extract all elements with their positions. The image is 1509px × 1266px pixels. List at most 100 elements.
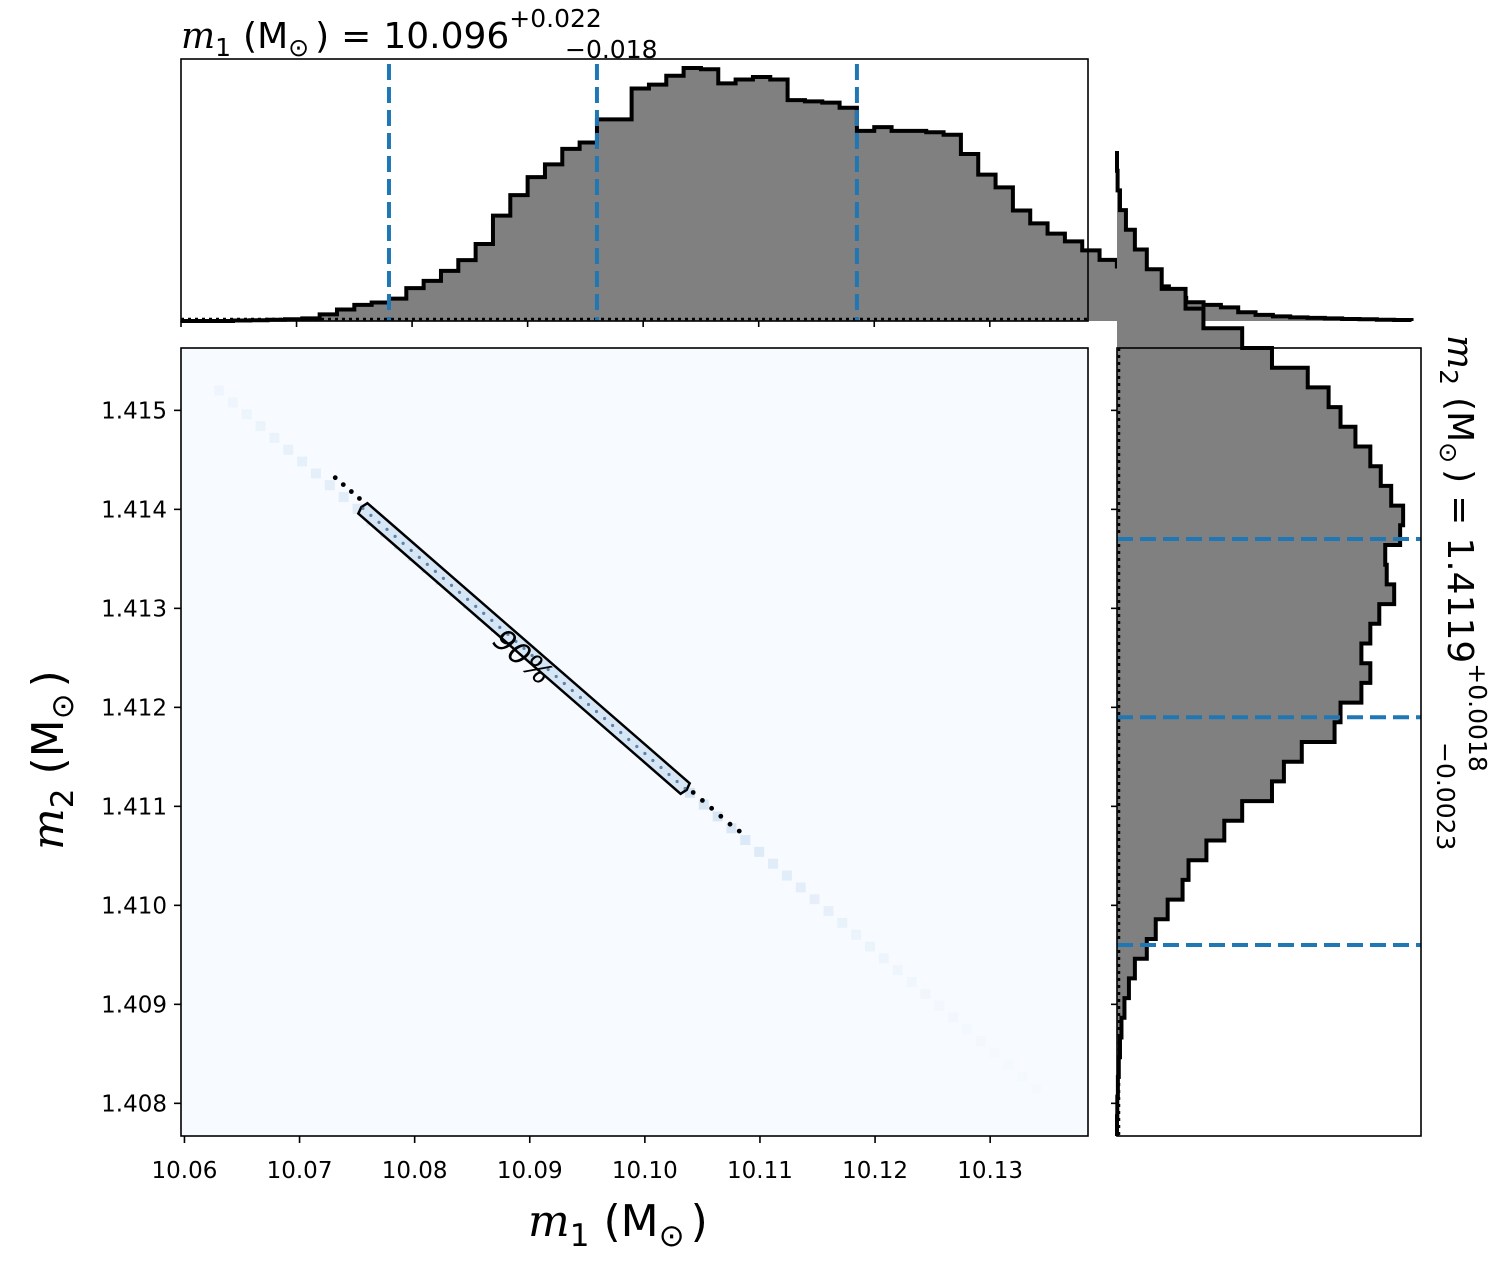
density-cell [851, 929, 862, 940]
contour-inner-point [369, 513, 373, 518]
y-tick-label: 1.413 [101, 596, 167, 622]
title-value: 10.096 [383, 16, 509, 57]
outlier-point [727, 821, 733, 827]
density-cell [726, 823, 737, 834]
title-value: 1.4119 [1439, 537, 1480, 663]
joint-y-ticks: 1.408 1.409 1.410 1.411 1.412 1.413 1.414 1.415 [101, 398, 181, 1117]
density-cell [906, 977, 917, 988]
contour-inner-point [578, 695, 583, 700]
density-cell [823, 906, 834, 917]
density-cell [310, 468, 321, 479]
top-marginal-title: m1 (M⊙) = 10.096+0.022 [181, 4, 602, 62]
title-unit: (M [243, 16, 288, 57]
y-tick-label: 1.409 [101, 992, 167, 1018]
density-cell [283, 444, 294, 455]
density-cell [754, 846, 765, 857]
top-marginal-title-minus-error: −0.018 [565, 35, 658, 64]
contour-inner-point [538, 660, 542, 665]
density-cell [324, 480, 335, 491]
title-plus-error: +0.022 [509, 4, 602, 33]
contour-inner-point [651, 758, 655, 763]
contour-inner-point [570, 688, 574, 693]
ylabel-unit: (M [23, 719, 74, 774]
title-unit-subscript: ⊙ [288, 33, 309, 62]
contour-inner-point [474, 604, 478, 609]
right-marginal-quantile-lines [1117, 537, 1421, 947]
y-tick-label: 1.415 [101, 398, 167, 424]
title-equals: = [1439, 495, 1480, 525]
contour-inner-point [643, 751, 647, 756]
contour-inner-point [482, 611, 486, 616]
density-cell [1017, 1071, 1028, 1082]
xlabel-subscript: 1 [570, 1218, 590, 1254]
density-cell [255, 421, 266, 432]
x-tick-label: 10.13 [957, 1158, 1023, 1184]
y-tick-label: 1.408 [101, 1091, 167, 1117]
density-cell [338, 492, 349, 503]
contour-inner-point [457, 590, 462, 595]
density-cell [948, 1012, 959, 1023]
contour-inner-point [401, 541, 405, 546]
density-cell [795, 882, 806, 893]
title-unit-close: ) [1439, 469, 1480, 483]
density-cell [684, 787, 695, 798]
xlabel-unit-close: ) [691, 1196, 708, 1247]
contour-inner-point [506, 632, 510, 637]
contour-inner-point [635, 744, 639, 749]
density-cell [837, 917, 848, 928]
density-cell [961, 1024, 972, 1035]
joint-x-ticks: 10.06 10.07 10.08 10.09 10.10 10.11 10.12 10.13 [152, 1136, 1023, 1184]
right-marginal-histogram [1115, 151, 1406, 1136]
joint-contour-90 [356, 501, 692, 796]
density-cell [241, 409, 252, 420]
top-marginal-ticks [180, 321, 991, 327]
density-cell [781, 870, 792, 881]
contour-inner-point [546, 667, 550, 672]
y-tick-label: 1.414 [101, 497, 167, 523]
x-axis-label: m1 (M⊙) [528, 1196, 708, 1254]
contour-inner-point [627, 737, 631, 742]
right-marginal-frame [1116, 347, 1422, 1137]
title-unit: (M [1439, 397, 1480, 442]
density-cell [227, 397, 238, 408]
contour-inner-point [659, 765, 663, 770]
contour-inner-point [449, 583, 454, 588]
histogram-step-line [1115, 151, 1406, 1136]
x-tick-label: 10.08 [382, 1158, 448, 1184]
density-cell [892, 965, 903, 976]
density-cell [352, 503, 363, 514]
density-cell [269, 432, 280, 443]
contour-inner-point [417, 555, 421, 560]
contour-inner-point [377, 520, 381, 525]
density-cell [934, 1000, 945, 1011]
density-cell [878, 953, 889, 964]
contour-inner-point [490, 618, 494, 623]
contour-inner-point [667, 772, 671, 777]
outlier-point [332, 475, 338, 481]
y-tick-label: 1.412 [101, 695, 167, 721]
contour-inner-point [441, 576, 445, 581]
contour-inner-point [530, 653, 534, 658]
title-symbol: m [181, 16, 215, 57]
top-marginal-panel: m1 (M⊙) = 10.096+0.022 −0.018 [180, 4, 1414, 327]
title-subscript: 2 [1434, 369, 1463, 385]
density-cell [920, 988, 931, 999]
outlier-point [709, 805, 715, 811]
title-unit-subscript: ⊙ [1434, 442, 1463, 463]
x-tick-label: 10.10 [612, 1158, 678, 1184]
title-equals: = [341, 16, 371, 57]
histogram-fill [181, 67, 1412, 321]
density-cell [1003, 1059, 1014, 1070]
right-marginal-ticks [1111, 409, 1117, 1105]
y-tick-label: 1.411 [101, 794, 167, 820]
histogram-fill [1117, 151, 1404, 1136]
density-cell [989, 1047, 1000, 1058]
outlier-point [357, 496, 362, 501]
top-marginal-histogram [181, 65, 1414, 323]
density-cell [809, 894, 820, 905]
title-subscript: 1 [215, 33, 231, 62]
outlier-point [700, 798, 705, 803]
contour-inner-point [425, 562, 429, 567]
contour-inner-point [522, 646, 526, 651]
